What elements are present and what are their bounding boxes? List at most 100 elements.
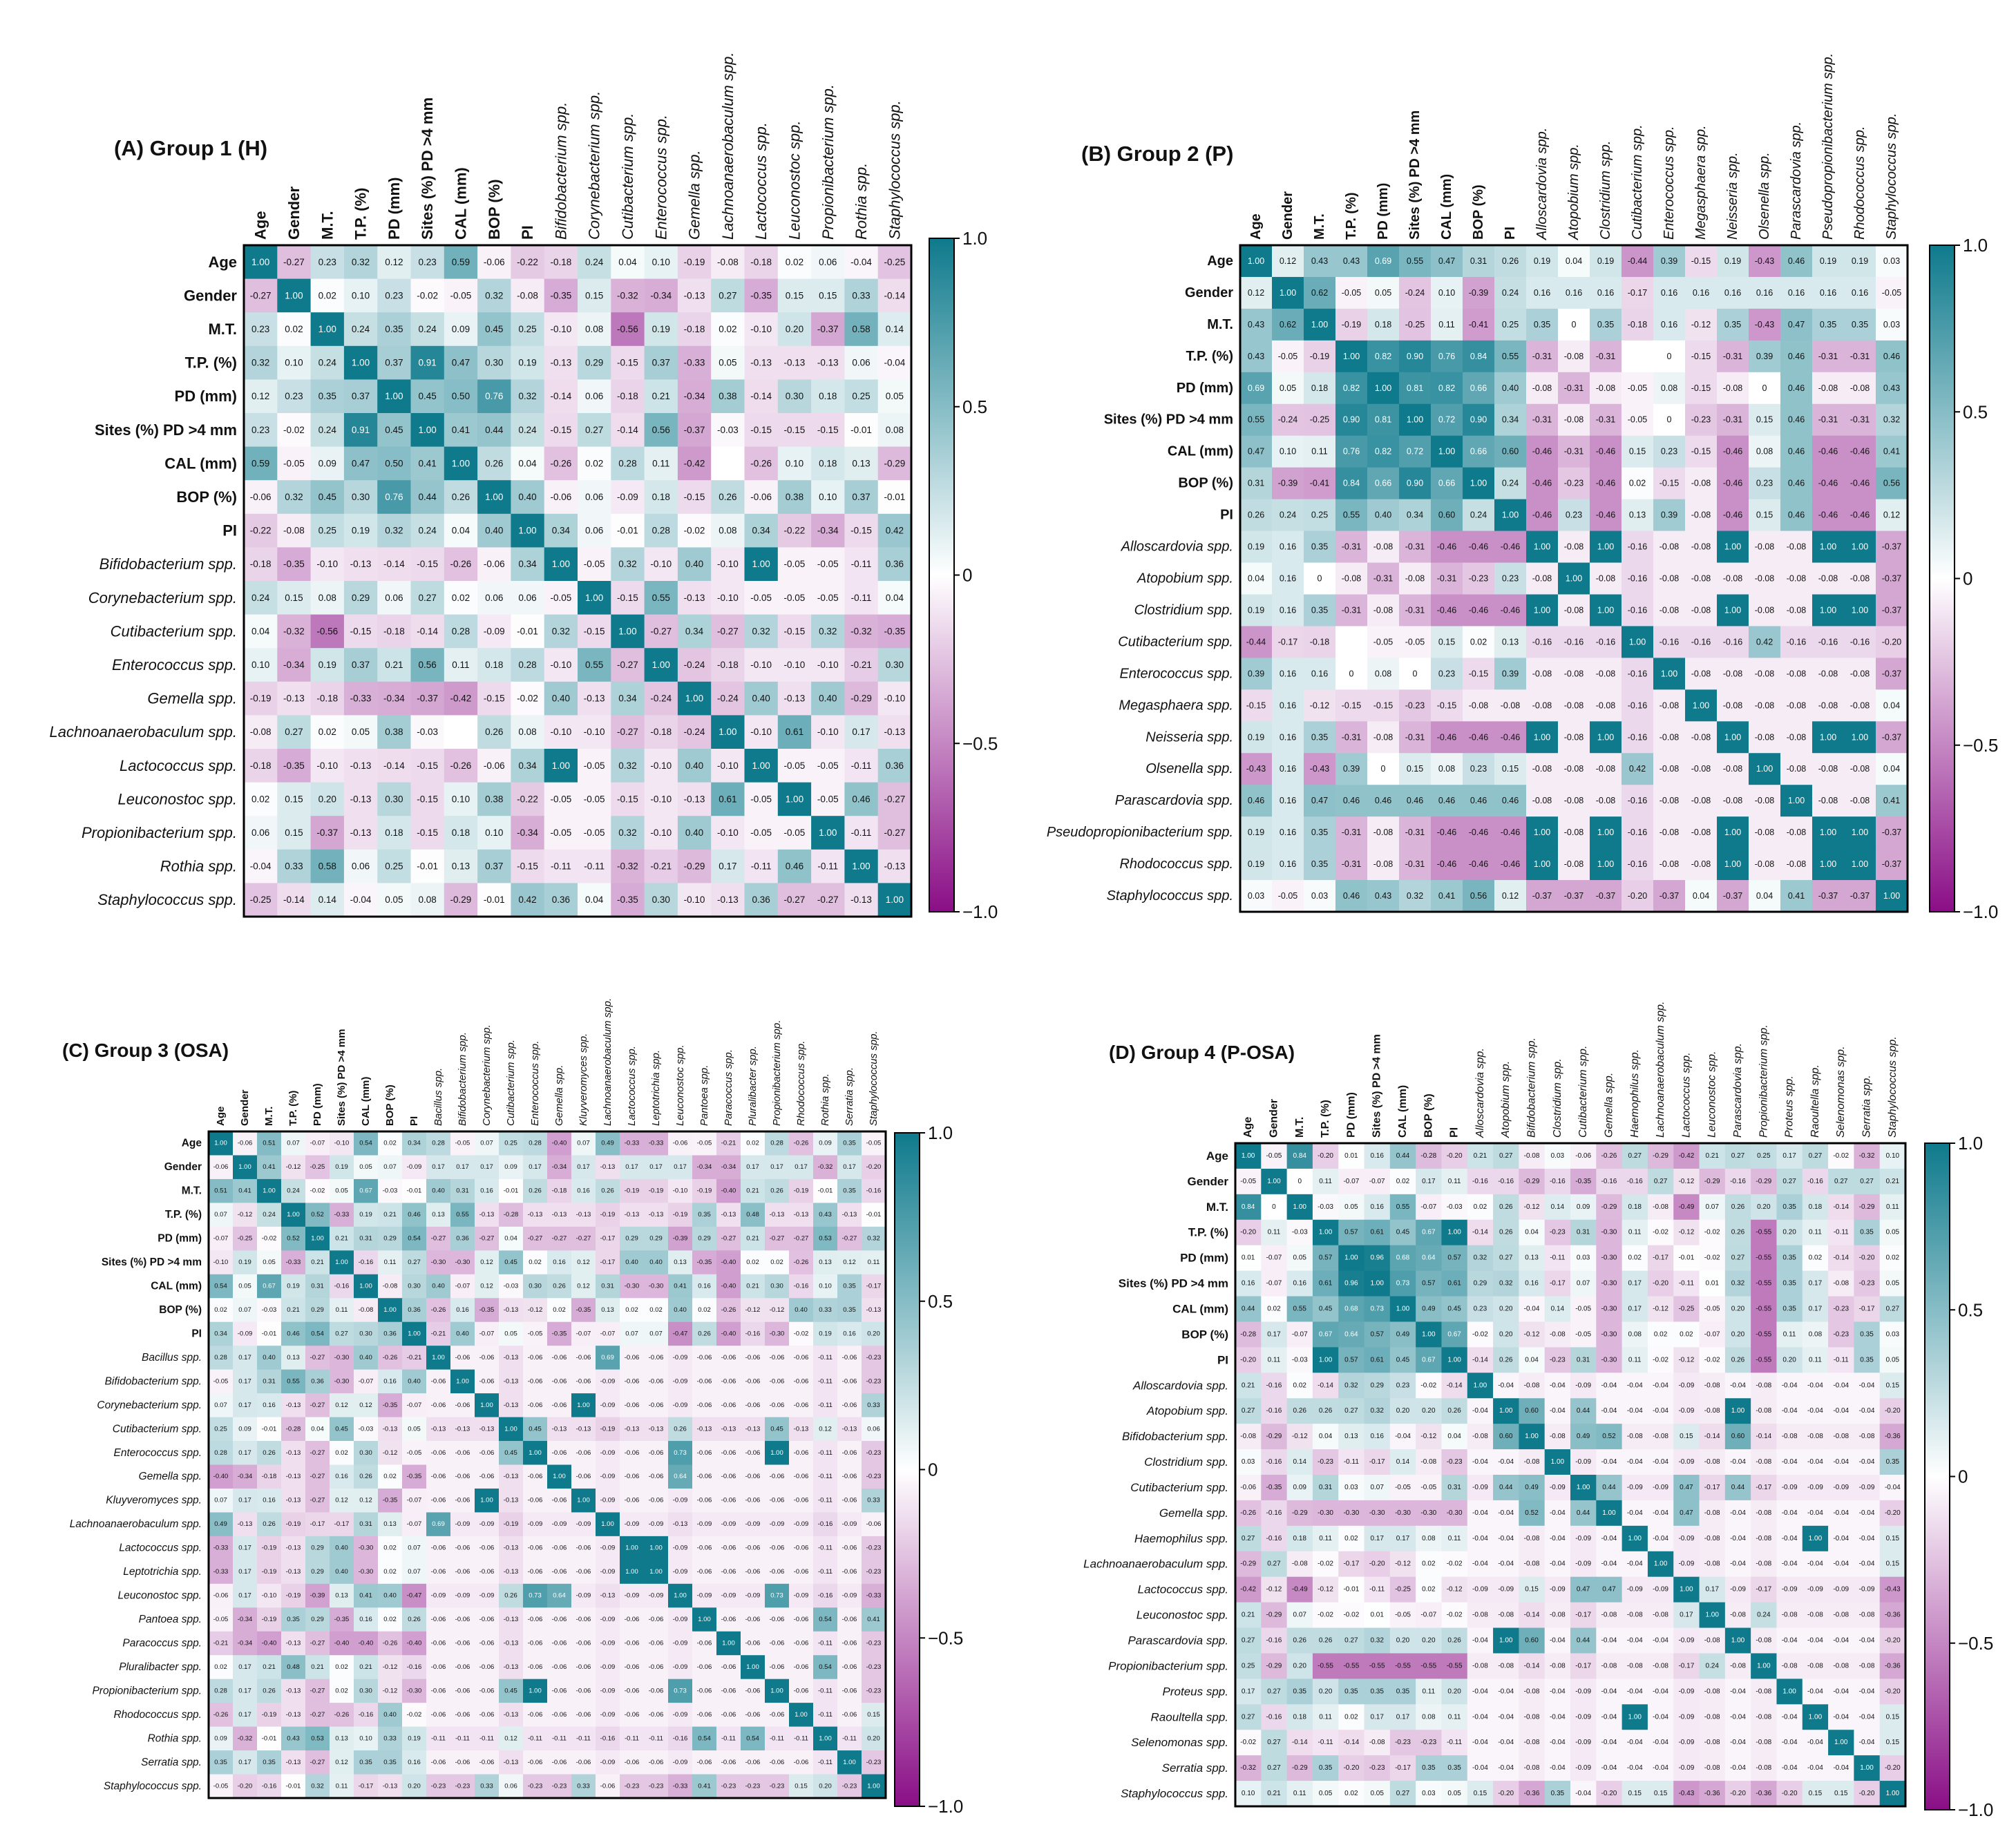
cell-value-label: 0.07: [577, 1140, 590, 1147]
cell-value-label: -0.20: [1498, 1790, 1514, 1797]
cell-value-label: 0.35: [359, 1759, 372, 1766]
cell-value-label: -0.16: [1266, 1713, 1282, 1721]
cell-value-label: -0.06: [794, 1759, 809, 1766]
cell-value-label: -0.28: [286, 1425, 301, 1433]
cell-value-label: 0.27: [1344, 1407, 1358, 1415]
cell-value-label: -0.19: [600, 1425, 616, 1433]
cell-value-label: 0.30: [886, 660, 904, 670]
cell-value-label: -0.30: [1420, 1509, 1436, 1517]
cell-value-label: -0.03: [717, 425, 739, 435]
cell-value-label: -0.33: [286, 1259, 301, 1266]
cell-value-label: -0.37: [1532, 891, 1552, 901]
cell-value-label: -0.11: [794, 1734, 808, 1742]
cell-value-label: -0.19: [504, 1520, 519, 1528]
cell-value-label: -0.35: [283, 761, 305, 771]
cell-value-label: 0.41: [359, 1592, 372, 1600]
cell-value-label: -0.23: [866, 1759, 882, 1766]
cell-value-label: -0.43: [1678, 1790, 1694, 1797]
cell-value-label: 0.06: [518, 593, 536, 603]
cell-value-label: -0.23: [866, 1354, 882, 1361]
heatmap-cell: [444, 278, 478, 313]
cell-value-label: -0.06: [842, 1687, 857, 1694]
cell-value-label: -0.18: [717, 660, 739, 670]
cell-value-label: 1.00: [504, 1425, 517, 1433]
cell-value-label: 0.02: [452, 593, 470, 603]
cell-value-label: 0.49: [214, 1520, 227, 1528]
cell-value-label: -0.06: [750, 492, 772, 502]
cell-value-label: -0.04: [1627, 1458, 1643, 1466]
cell-value-label: -0.06: [649, 1639, 664, 1647]
cell-value-label: -0.04: [1859, 1739, 1875, 1746]
cell-value-label: 0.07: [1370, 1484, 1384, 1491]
cell-value-label: 1.00: [819, 828, 837, 838]
cell-value-label: -0.04: [1550, 1713, 1566, 1721]
row-label: Gemella spp.: [1159, 1507, 1228, 1520]
cell-value-label: 1.00: [1447, 1356, 1461, 1364]
cell-value-label: -0.19: [649, 1187, 664, 1195]
cell-value-label: -0.25: [1678, 1306, 1694, 1313]
cell-value-label: 0.46: [1788, 479, 1805, 488]
cell-value-label: -0.27: [250, 290, 272, 300]
cell-value-label: -0.12: [1318, 1586, 1333, 1594]
cell-value-label: -0.37: [1660, 891, 1680, 901]
cell-value-label: 0.35: [843, 1140, 856, 1147]
cell-value-label: -0.06: [649, 1402, 664, 1409]
cell-value-label: -0.23: [1859, 1280, 1875, 1288]
heatmap-cell: [277, 312, 312, 347]
cell-value-label: 1.00: [383, 1306, 397, 1314]
cell-value-label: -0.06: [745, 1545, 761, 1552]
cell-value-label: -0.06: [745, 1568, 761, 1576]
cell-value-label: -0.06: [455, 1545, 470, 1552]
cell-value-label: 1.00: [452, 458, 470, 468]
cell-value-label: -0.23: [455, 1782, 470, 1790]
cell-value-label: 0.13: [335, 1592, 348, 1600]
cell-value-label: -0.02: [283, 425, 305, 435]
cell-value-label: 0.82: [1438, 383, 1455, 393]
cell-value-label: 0.09: [504, 1163, 517, 1171]
cell-value-label: -0.06: [770, 1568, 785, 1576]
cell-value-label: -0.24: [1278, 415, 1298, 425]
cell-value-label: -0.06: [697, 1473, 712, 1480]
cell-value-label: 0: [1667, 352, 1672, 361]
cell-value-label: 0.07: [649, 1330, 663, 1337]
row-label: BOP (%): [159, 1304, 202, 1316]
row-label: Gender: [164, 1161, 202, 1173]
cell-value-label: -0.04: [1601, 1764, 1617, 1772]
cell-value-label: -0.04: [1859, 1637, 1875, 1645]
cell-value-label: -0.08: [1755, 828, 1775, 837]
cell-value-label: -0.08: [1787, 732, 1807, 742]
cell-value-label: -0.13: [784, 358, 806, 368]
cell-value-label: -0.05: [1405, 637, 1425, 647]
cell-value-label: 0.12: [819, 1425, 832, 1433]
cell-value-label: 0.31: [1447, 1484, 1461, 1491]
cell-value-label: 0.15: [1502, 764, 1519, 774]
cell-value-label: 0.33: [819, 1306, 832, 1314]
cell-value-label: 0.24: [1502, 288, 1519, 298]
cell-value-label: -0.08: [1596, 669, 1616, 678]
cell-value-label: 0.27: [1344, 1637, 1358, 1645]
cell-value-label: 0.51: [263, 1140, 276, 1147]
cell-value-label: -0.09: [1627, 1586, 1643, 1594]
colorbar-tick-label: 0.5: [1963, 401, 1988, 422]
cell-value-label: 0.20: [1731, 1306, 1745, 1313]
cell-value-label: -0.06: [479, 1473, 495, 1480]
cell-value-label: -0.31: [1342, 605, 1362, 615]
column-label: BOP (%): [1471, 184, 1486, 240]
cell-value-label: -0.11: [1550, 1254, 1565, 1262]
cell-value-label: 1.00: [1661, 669, 1677, 678]
cell-value-label: 0.17: [843, 1163, 856, 1171]
cell-value-label: 0.32: [618, 828, 636, 838]
cell-value-label: -0.16: [1498, 1178, 1514, 1185]
cell-value-label: -0.23: [431, 1782, 446, 1790]
cell-value-label: -0.16: [262, 1782, 277, 1790]
cell-value-label: -0.13: [649, 1425, 664, 1433]
cell-value-label: -0.30: [770, 1330, 785, 1337]
cell-value-label: -0.17: [310, 1520, 325, 1528]
cell-value-label: 0.24: [318, 358, 337, 368]
cell-value-label: 0.03: [1248, 891, 1264, 901]
cell-value-label: 0.17: [1809, 1280, 1823, 1288]
cell-value-label: -0.12: [1678, 1356, 1694, 1364]
cell-value-label: -0.04: [1782, 1509, 1798, 1517]
cell-value-label: -0.30: [1343, 1509, 1359, 1517]
